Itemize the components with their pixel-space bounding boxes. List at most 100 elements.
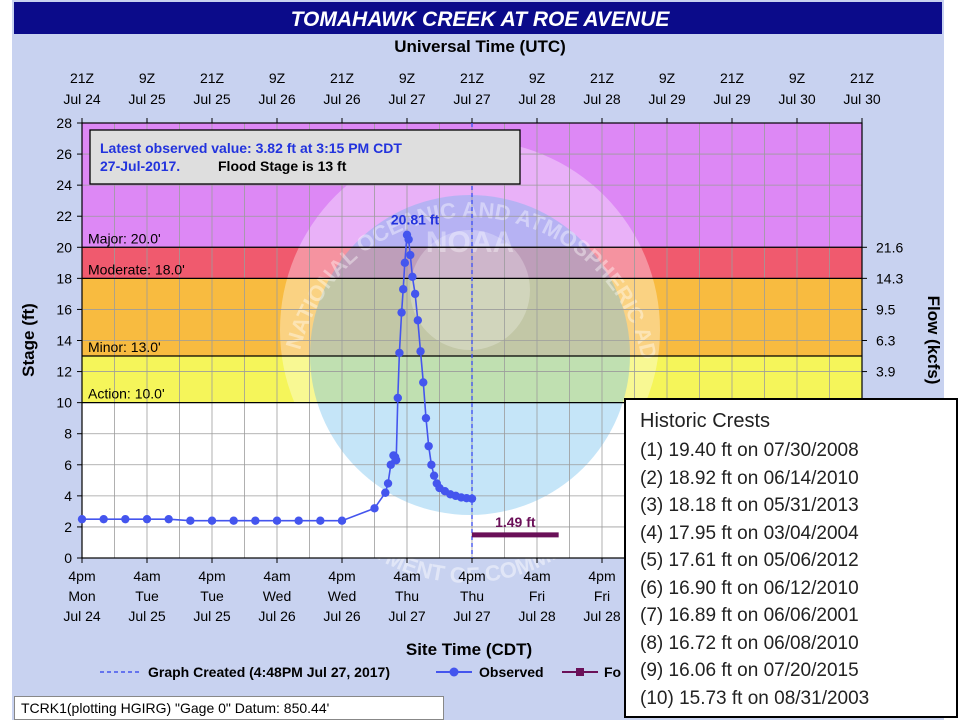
observed-point	[316, 516, 325, 525]
observed-point	[429, 471, 439, 480]
observed-point	[421, 413, 431, 423]
watermark-noaa: NOAA	[426, 226, 514, 259]
bottom-tick-date: Jul 28	[518, 608, 556, 624]
threshold-label: Major: 20.0'	[88, 230, 161, 246]
top-tick-time: 21Z	[720, 70, 745, 86]
historic-crest-item: (10) 15.73 ft on 08/31/2003	[640, 687, 870, 709]
y-tick-label: 24	[56, 177, 72, 193]
top-tick-time: 21Z	[850, 70, 875, 86]
y2-tick-label: 21.6	[876, 239, 903, 255]
bottom-tick-day: Tue	[135, 588, 159, 604]
y-tick-label: 16	[56, 301, 72, 317]
top-tick-time: 9Z	[529, 70, 546, 86]
observed-point	[427, 460, 436, 469]
y-tick-label: 2	[64, 519, 72, 535]
bottom-tick-date: Jul 25	[128, 608, 166, 624]
bottom-tick-day: Fri	[594, 588, 610, 604]
y2-tick-label: 3.9	[876, 364, 896, 380]
observed-point	[406, 250, 415, 260]
historic-crest-item: (7) 16.89 ft on 06/06/2001	[640, 605, 859, 626]
top-tick-date: Jul 28	[518, 91, 556, 107]
bottom-tick-time: 4am	[263, 568, 290, 584]
observed-point	[121, 514, 130, 524]
historic-crest-item: (1) 19.40 ft on 07/30/2008	[640, 440, 859, 461]
bottom-tick-time: 4am	[393, 568, 420, 584]
chart-title: TOMAHAWK CREEK AT ROE AVENUE	[291, 8, 671, 31]
legend-forecast: Fo	[604, 664, 621, 680]
bottom-tick-date: Jul 26	[323, 608, 361, 624]
bottom-tick-date: Jul 25	[193, 608, 231, 624]
historic-crest-item: (2) 18.92 ft on 06/14/2010	[640, 467, 859, 489]
bottom-tick-date: Jul 28	[583, 608, 621, 624]
observed-point	[99, 514, 108, 524]
observed-point	[207, 516, 217, 525]
observed-point	[413, 316, 423, 325]
threshold-label: Moderate: 18.0'	[88, 261, 185, 277]
top-tick-date: Jul 27	[388, 91, 426, 107]
historic-crest-item: (5) 17.61 ft on 05/06/2012	[640, 550, 859, 571]
bottom-tick-time: 4am	[133, 568, 160, 584]
bottom-tick-date: Jul 26	[258, 608, 296, 624]
observed-point	[383, 479, 393, 488]
historic-crest-item: (8) 16.72 ft on 06/08/2010	[640, 632, 859, 654]
y-tick-label: 20	[56, 239, 72, 255]
y-tick-label: 6	[64, 457, 72, 473]
historic-crest-item: (3) 18.18 ft on 05/31/2013	[640, 495, 859, 516]
top-tick-time: 9Z	[399, 70, 416, 86]
historic-crest-item: (9) 16.06 ft on 07/20/2015	[640, 660, 859, 681]
observed-point	[395, 348, 404, 358]
observed-point	[424, 441, 433, 451]
threshold-label: Action: 10.0'	[88, 386, 165, 402]
y-tick-label: 14	[56, 333, 72, 349]
observed-point	[381, 488, 390, 497]
y2-tick-label: 6.3	[876, 333, 896, 349]
top-tick-time: 9Z	[139, 70, 156, 86]
bottom-tick-day: Mon	[68, 588, 95, 604]
x-axis-label: Site Time (CDT)	[406, 640, 532, 659]
y2-tick-label: 9.5	[876, 301, 896, 317]
bottom-tick-date: Jul 27	[388, 608, 426, 624]
top-tick-time: 21Z	[460, 70, 485, 86]
noaa-seal-outer	[280, 140, 660, 520]
historic-crest-item: (4) 17.95 ft on 03/04/2004	[640, 522, 859, 544]
y-tick-label: 22	[56, 208, 72, 224]
top-tick-date: Jul 24	[63, 91, 101, 107]
observed-point	[467, 494, 477, 503]
top-tick-date: Jul 26	[323, 91, 361, 107]
top-tick-time: 21Z	[330, 70, 355, 86]
y-tick-label: 4	[64, 488, 72, 504]
y-tick-label: 26	[56, 146, 72, 162]
bottom-tick-day: Fri	[529, 588, 545, 604]
title-bar	[14, 2, 942, 34]
bottom-tick-time: 4am	[523, 568, 550, 584]
legend-observed: Observed	[479, 664, 544, 680]
noaa-seal-water	[310, 195, 630, 515]
info-box	[89, 129, 521, 185]
observed-point	[142, 514, 152, 524]
y-tick-label: 18	[56, 270, 72, 286]
bottom-tick-time: 4pm	[458, 568, 485, 584]
forecast-value-label: 1.49 ft	[495, 514, 536, 530]
top-tick-date: Jul 29	[713, 91, 751, 107]
y2-tick-label: 14.3	[876, 270, 903, 286]
legend-observed-marker	[449, 667, 459, 677]
legend: Graph Created (4:48PM Jul 27, 2017) Obse…	[100, 664, 621, 680]
legend-forecast-marker	[576, 668, 584, 676]
y-tick-label: 0	[64, 550, 72, 566]
bottom-tick-day: Thu	[460, 588, 484, 604]
historic-crests-panel: Historic Crests (1) 19.40 ft on 07/30/20…	[624, 398, 958, 718]
observed-point	[251, 516, 260, 525]
observed-point	[164, 514, 173, 524]
legend-graph-created: Graph Created (4:48PM Jul 27, 2017)	[148, 664, 390, 680]
historic-crests-title: Historic Crests	[640, 410, 771, 432]
observed-point	[337, 516, 347, 525]
y-tick-label: 28	[56, 115, 72, 131]
threshold-label: Minor: 13.0'	[88, 339, 161, 355]
top-tick-date: Jul 29	[648, 91, 686, 107]
gage-datum-label: TCRK1(plotting HGIRG) "Gage 0" Datum: 85…	[14, 696, 444, 720]
observed-point	[393, 393, 402, 403]
bottom-tick-time: 4pm	[328, 568, 355, 584]
y-tick-label: 8	[64, 426, 72, 442]
observed-point	[370, 504, 379, 513]
observed-point	[391, 455, 401, 465]
